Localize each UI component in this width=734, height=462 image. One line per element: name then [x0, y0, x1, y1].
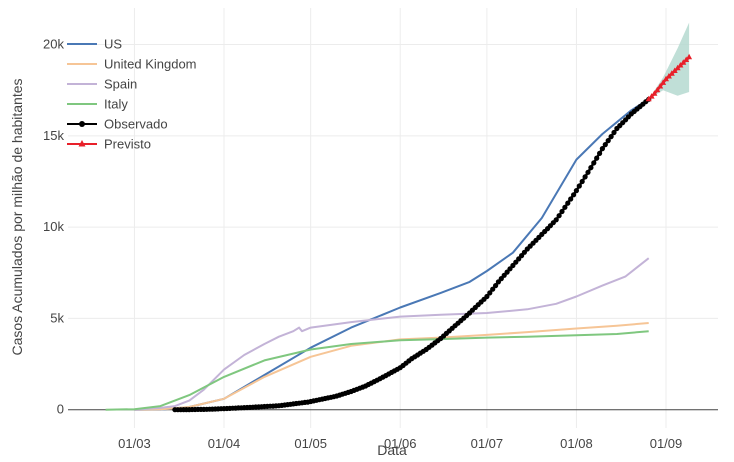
legend-label-spain: Spain: [104, 77, 137, 92]
series-markers: [172, 53, 693, 413]
marker-previsto: [680, 59, 687, 65]
legend-label-previsto: Previsto: [104, 137, 151, 152]
marker-observado: [565, 200, 571, 206]
marker-observado: [582, 174, 588, 180]
legend-label-us: US: [104, 37, 122, 52]
marker-observado: [611, 129, 617, 136]
y-tick-label: 0: [57, 402, 64, 417]
marker-observado: [605, 138, 611, 144]
marker-observado: [559, 208, 565, 215]
marker-observado: [493, 283, 499, 289]
forecast-confidence-band: [648, 22, 690, 100]
series-line-spain: [134, 257, 650, 411]
marker-observado: [553, 217, 559, 223]
y-tick-label: 10k: [43, 219, 64, 234]
series-lines: [105, 56, 690, 411]
tick-labels: 01/03 01/04 01/05 01/06 01/07 01/08 01/09 0 5k 10…: [43, 37, 682, 451]
marker-observado: [599, 146, 606, 152]
y-tick-label: 5k: [50, 310, 64, 325]
series-line-italy: [105, 330, 649, 411]
marker-previsto: [660, 79, 667, 85]
legend-label-italy: Italy: [104, 97, 128, 112]
x-tick-label: 01/03: [118, 436, 151, 451]
y-tick-label: 20k: [43, 37, 64, 52]
legend-item-spain[interactable]: Spain: [67, 77, 137, 92]
marker-previsto: [674, 64, 681, 71]
x-tick-label: 01/04: [208, 436, 241, 451]
x-tick-label: 01/07: [471, 436, 504, 451]
legend-item-observado[interactable]: Observado: [67, 117, 168, 132]
marker-observado: [490, 286, 496, 292]
marker-observado: [568, 196, 574, 202]
legend-item-italy[interactable]: Italy: [67, 97, 128, 112]
marker-observado: [597, 150, 603, 156]
x-tick-label: 01/09: [650, 436, 683, 451]
legend-marker-observado: [79, 121, 85, 127]
x-tick-label: 01/05: [294, 436, 327, 451]
marker-observado: [571, 192, 577, 198]
legend-item-previsto[interactable]: Previsto: [67, 137, 151, 152]
marker-previsto: [665, 73, 672, 79]
marker-previsto: [651, 90, 658, 96]
marker-observado: [602, 142, 608, 148]
marker-observado: [579, 178, 585, 185]
marker-observado: [487, 290, 493, 296]
marker-observado: [484, 293, 490, 300]
series-line-us: [134, 98, 650, 411]
series-line-observado: [174, 98, 650, 411]
marker-observado: [591, 160, 597, 166]
marker-previsto: [654, 86, 661, 93]
legend-label-observado: Observado: [104, 117, 168, 132]
forecast-band: [648, 22, 690, 100]
y-axis-title: Casos Acumulados por milhão de habitante…: [9, 78, 25, 355]
legend-item-united-kingdom[interactable]: United Kingdom: [67, 57, 197, 72]
marker-observado: [585, 169, 591, 175]
marker-observado: [556, 213, 562, 219]
gridlines: [68, 8, 718, 428]
marker-observado: [608, 134, 614, 140]
x-tick-label: 01/08: [560, 436, 593, 451]
legend-marker-previsto: [78, 140, 86, 147]
marker-observado: [576, 183, 582, 189]
marker-previsto: [648, 93, 655, 99]
legend-item-us[interactable]: US: [67, 37, 122, 52]
x-tick-label: 01/06: [384, 436, 417, 451]
marker-observado: [562, 204, 568, 210]
y-tick-label: 15k: [43, 128, 64, 143]
marker-previsto: [657, 83, 664, 89]
legend-label-united-kingdom: United Kingdom: [104, 57, 197, 72]
marker-previsto: [686, 53, 693, 60]
x-axis-title: Data: [377, 442, 407, 458]
marker-observado: [573, 188, 580, 194]
marker-observado: [588, 165, 594, 171]
legend[interactable]: US United Kingdom Spain Italy Observado Previ…: [67, 37, 197, 152]
marker-observado: [594, 155, 600, 161]
